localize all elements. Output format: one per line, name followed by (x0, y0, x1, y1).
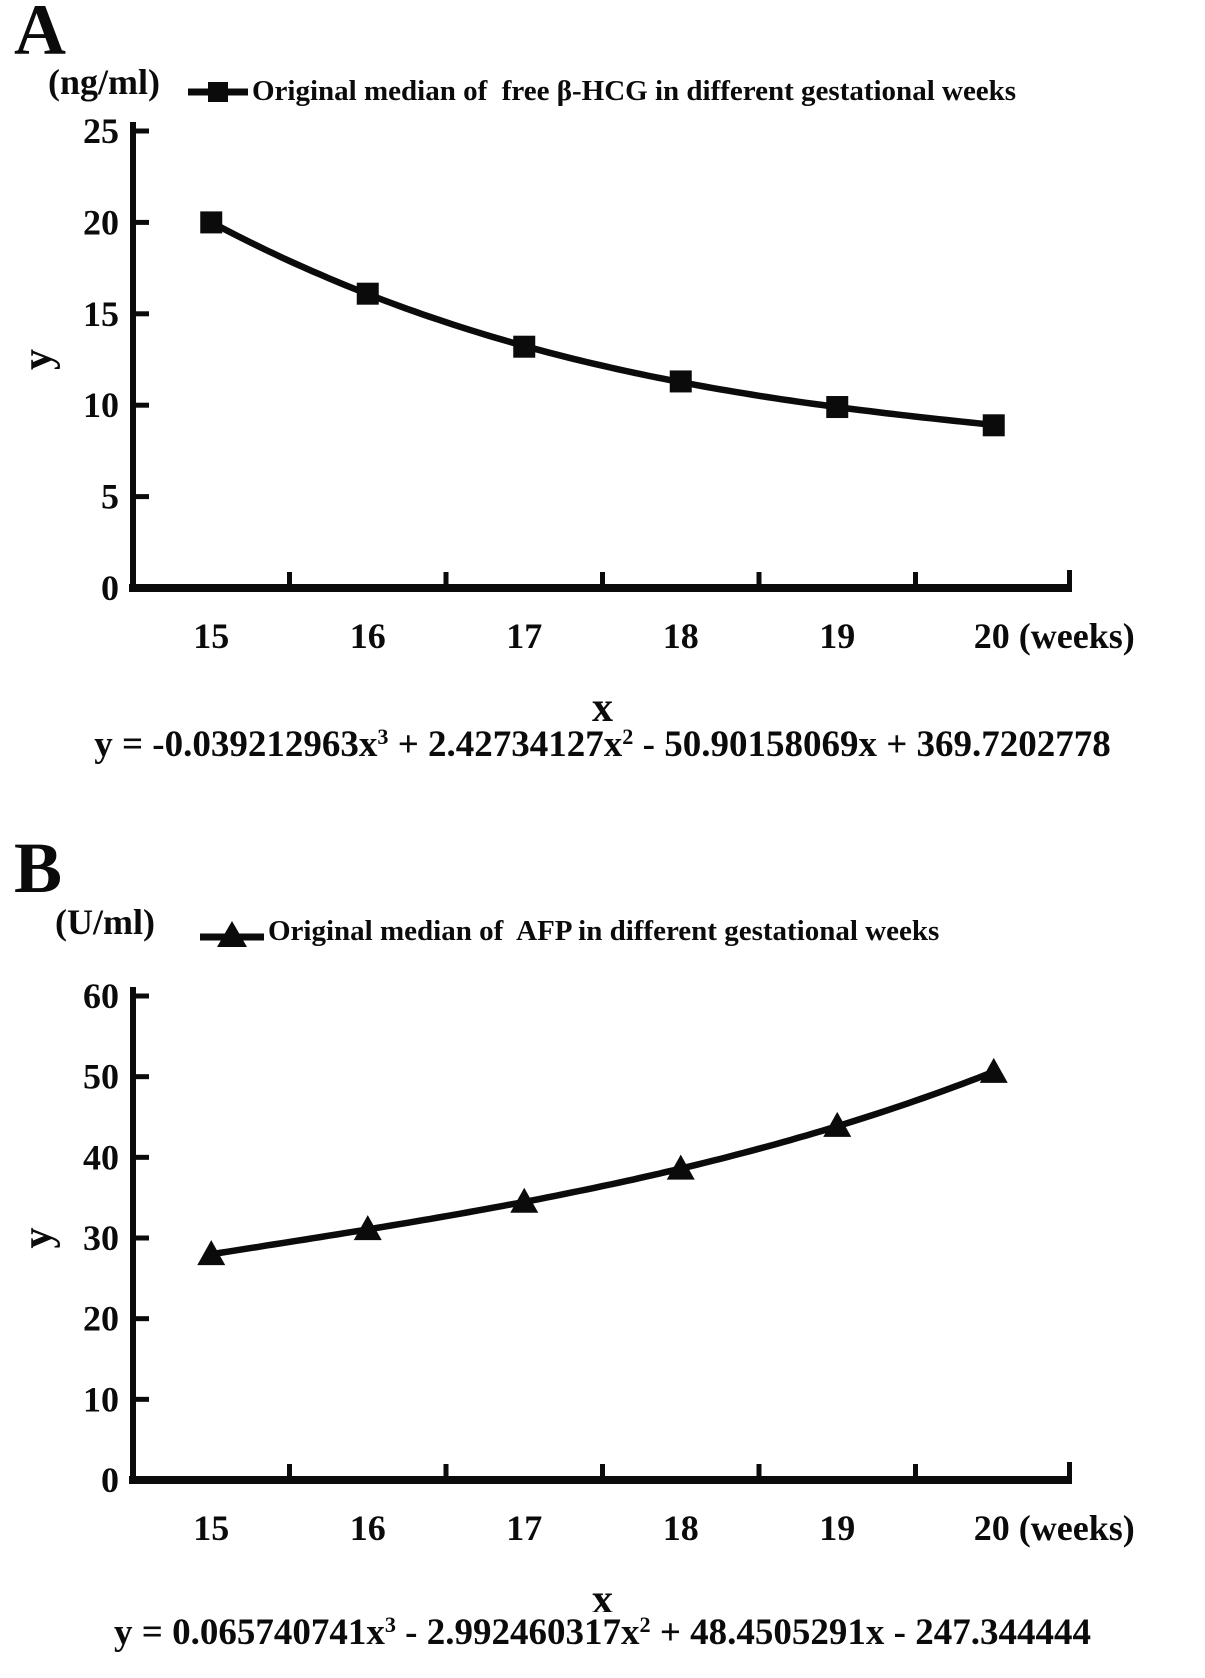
y-tick-label: 40 (83, 1137, 119, 1177)
y-tick-label: 10 (83, 385, 119, 425)
data-point-marker (669, 370, 692, 393)
y-tick-label: 30 (83, 1218, 119, 1258)
y-tick-label: 60 (83, 976, 119, 1016)
data-curve (208, 1068, 998, 1258)
data-point-marker (513, 335, 536, 358)
legend-square-marker-icon (188, 82, 248, 102)
legend-square (208, 82, 228, 102)
legend-triangle (217, 921, 247, 947)
y-tick-label: 0 (101, 1460, 119, 1500)
x-tick-label: 16 (350, 616, 386, 656)
x-axis-title: x (592, 685, 613, 731)
y-axis-title: y (15, 1228, 61, 1249)
panel-b-label: B (14, 828, 63, 908)
y-tick-label: 20 (83, 1299, 119, 1339)
x-tick-label: 16 (350, 1508, 386, 1548)
panel-b-chart: 0 10 20 30 40 50 60 15 16 17 18 19 20 (weeks) x y (15, 976, 1135, 1612)
panel-b-unit-label: (U/ml) (55, 902, 155, 942)
x-tick-label: 20 (weeks) (974, 616, 1135, 656)
data-point-marker (666, 1154, 695, 1180)
y-tick-label: 50 (83, 1057, 119, 1097)
panel-a-equation: y = -0.039212963x3 + 2.42734127x2 - 50.9… (94, 723, 1111, 765)
y-tick-label: 5 (101, 477, 119, 517)
data-point-marker (979, 1057, 1008, 1083)
y-tick-label: 20 (83, 202, 119, 242)
x-tick-label: 18 (663, 1508, 699, 1548)
y-tick-label: 25 (83, 111, 119, 151)
panel-a-chart: 0 5 10 15 20 25 15 16 17 18 19 20 (weeks) x y (15, 111, 1135, 731)
data-point-marker (200, 211, 223, 234)
panel-a-legend-text: Original median of free β-HCG in differe… (252, 75, 1017, 107)
legend-triangle-marker-icon (200, 921, 264, 947)
y-tick-label: 10 (83, 1379, 119, 1419)
x-tick-label: 17 (506, 616, 542, 656)
panel-a-label: A (14, 0, 66, 70)
x-tick-label: 19 (819, 1508, 855, 1548)
panel-b-legend-text: Original median of AFP in different gest… (268, 915, 940, 947)
data-point-marker (510, 1187, 539, 1213)
x-axis-title: x (592, 1577, 613, 1612)
x-tick-label: 20 (weeks) (974, 1508, 1135, 1548)
x-tick-label: 18 (663, 616, 699, 656)
y-axis-title: y (15, 349, 61, 370)
y-tick-label: 0 (101, 568, 119, 608)
data-point-marker (982, 414, 1005, 437)
data-curve (208, 219, 998, 429)
x-tick-label: 17 (506, 1508, 542, 1548)
panel-b-equation: y = 0.065740741x3 - 2.992460317x2 + 48.4… (113, 1611, 1091, 1653)
data-point-marker (826, 396, 849, 419)
data-point-marker (356, 282, 379, 305)
data-point-marker (197, 1240, 226, 1266)
x-tick-label: 15 (193, 616, 229, 656)
panel-a-unit-label: (ng/ml) (48, 62, 160, 102)
y-tick-label: 15 (83, 294, 119, 334)
x-tick-label: 19 (819, 616, 855, 656)
x-tick-label: 15 (193, 1508, 229, 1548)
data-point-marker (353, 1215, 382, 1241)
data-point-marker (823, 1111, 852, 1137)
